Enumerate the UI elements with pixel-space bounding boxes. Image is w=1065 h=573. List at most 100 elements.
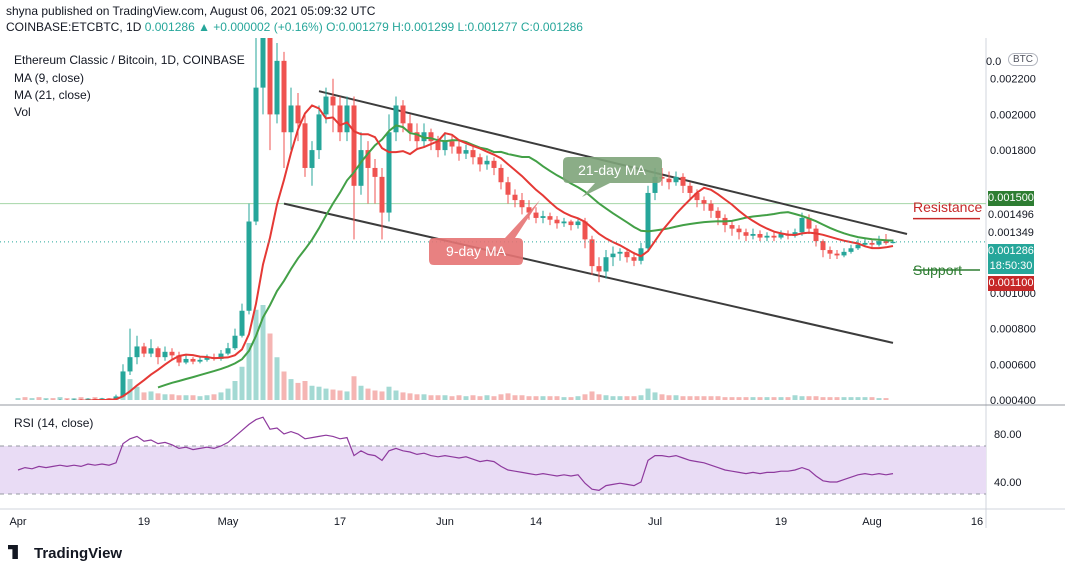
candle-body (589, 239, 595, 267)
volume-bar (442, 395, 448, 400)
candle-body (477, 157, 483, 165)
volume-bar (617, 396, 623, 400)
candle-body (820, 241, 826, 251)
candle-body (393, 105, 399, 133)
volume-bar (267, 333, 273, 400)
volume-bar (421, 394, 427, 400)
candle-body (127, 357, 133, 372)
candle-body (694, 192, 700, 201)
volume-bar (596, 394, 602, 400)
volume-bar (316, 386, 322, 400)
volume-bar (344, 391, 350, 400)
candle-body (498, 167, 504, 183)
tradingview-logo[interactable]: TradingView (8, 545, 122, 562)
volume-bar (78, 397, 84, 400)
volume-bar (141, 392, 147, 400)
candle-body (44, 400, 49, 401)
volume-bar (477, 396, 483, 400)
price-tick-label: 0.002200 (990, 74, 1036, 86)
legend-volume[interactable]: Vol (14, 105, 31, 119)
candle-body (687, 185, 693, 193)
candle-body (799, 217, 805, 233)
volume-bar (827, 397, 833, 400)
candle-body (764, 235, 770, 238)
ma21-callout-group: 21-day MA (563, 157, 662, 197)
candle-body (400, 105, 406, 124)
volume-bar (736, 397, 742, 400)
candle-body (267, 38, 273, 115)
volume-bar (239, 366, 245, 400)
volume-bar (393, 390, 399, 400)
candle-body (736, 228, 742, 233)
time-tick-label: 19 (138, 516, 150, 528)
candle-body (449, 141, 455, 147)
volume-bar (505, 393, 511, 400)
published-line: shyna published on TradingView.com, Augu… (6, 4, 376, 18)
volume-bar (57, 397, 63, 400)
rsi-line (17, 416, 894, 492)
ma9-callout-text: 9-day MA (446, 243, 507, 259)
legend-ma9[interactable]: MA (9, close) (14, 71, 85, 85)
candle-body (51, 400, 56, 401)
volume-bar (15, 398, 21, 400)
candle-body (141, 346, 147, 354)
price-tick-label: 0.000400 (990, 395, 1036, 407)
volume-bar (246, 343, 252, 400)
volume-bar (757, 397, 763, 400)
candle-body (295, 105, 301, 124)
volume-bar (351, 376, 357, 400)
candle-body (624, 251, 630, 258)
volume-bar (253, 309, 259, 400)
candle-body (23, 401, 28, 402)
volume-bar (519, 395, 525, 400)
candle-body (302, 123, 308, 168)
volume-bar (22, 397, 28, 400)
candle-body (862, 242, 868, 245)
price-chart[interactable]: 0.0022000.0020000.0018000.0010000.000800… (0, 38, 1065, 538)
price-axis-top-label: 0.0 (986, 56, 1002, 68)
tradingview-logo-icon (8, 545, 18, 559)
volume-bar (484, 395, 490, 400)
candle-body (372, 167, 378, 177)
volume-bar (715, 396, 721, 400)
candle-body (407, 123, 413, 133)
candle-body (183, 358, 189, 363)
volume-bar (624, 396, 630, 400)
change-value: 0.001286 ▲ +0.000002 (+0.16%) (144, 20, 323, 34)
candle-body (680, 176, 686, 186)
volume-bar (330, 389, 336, 400)
volume-bar (36, 397, 42, 400)
candle-body (568, 221, 574, 226)
volume-bar (589, 391, 595, 400)
volume-bar (841, 397, 847, 400)
legend-ma21[interactable]: MA (21, close) (14, 88, 91, 102)
volume-bar (148, 391, 154, 400)
price-tick-label: 0.002000 (990, 109, 1036, 121)
price-tick-label: 0.001800 (990, 145, 1036, 157)
volume-bar (568, 397, 574, 400)
currency-badge[interactable]: BTC (1008, 53, 1038, 66)
candle-body (533, 212, 539, 218)
ma21-line (157, 124, 894, 389)
time-tick-label: 17 (334, 516, 346, 528)
candle-body (155, 348, 161, 358)
volume-bar (456, 395, 462, 400)
volume-bar (309, 385, 315, 400)
volume-bar (547, 396, 553, 400)
candle-body (757, 233, 763, 238)
candle-body (386, 132, 392, 213)
candle-body (666, 178, 672, 183)
volume-bar (197, 396, 203, 400)
volume-bar (638, 395, 644, 400)
candle-body (58, 400, 63, 401)
candle-body (169, 351, 175, 356)
candle-body (603, 257, 609, 272)
volume-bar (281, 371, 287, 400)
legend-rsi[interactable]: RSI (14, close) (14, 416, 94, 430)
ma21-callout-text: 21-day MA (578, 162, 646, 178)
candle-body (855, 244, 861, 249)
candle-body (848, 248, 854, 252)
volume-bar (386, 386, 392, 400)
candle-body (540, 216, 546, 218)
candle-body (16, 401, 21, 402)
